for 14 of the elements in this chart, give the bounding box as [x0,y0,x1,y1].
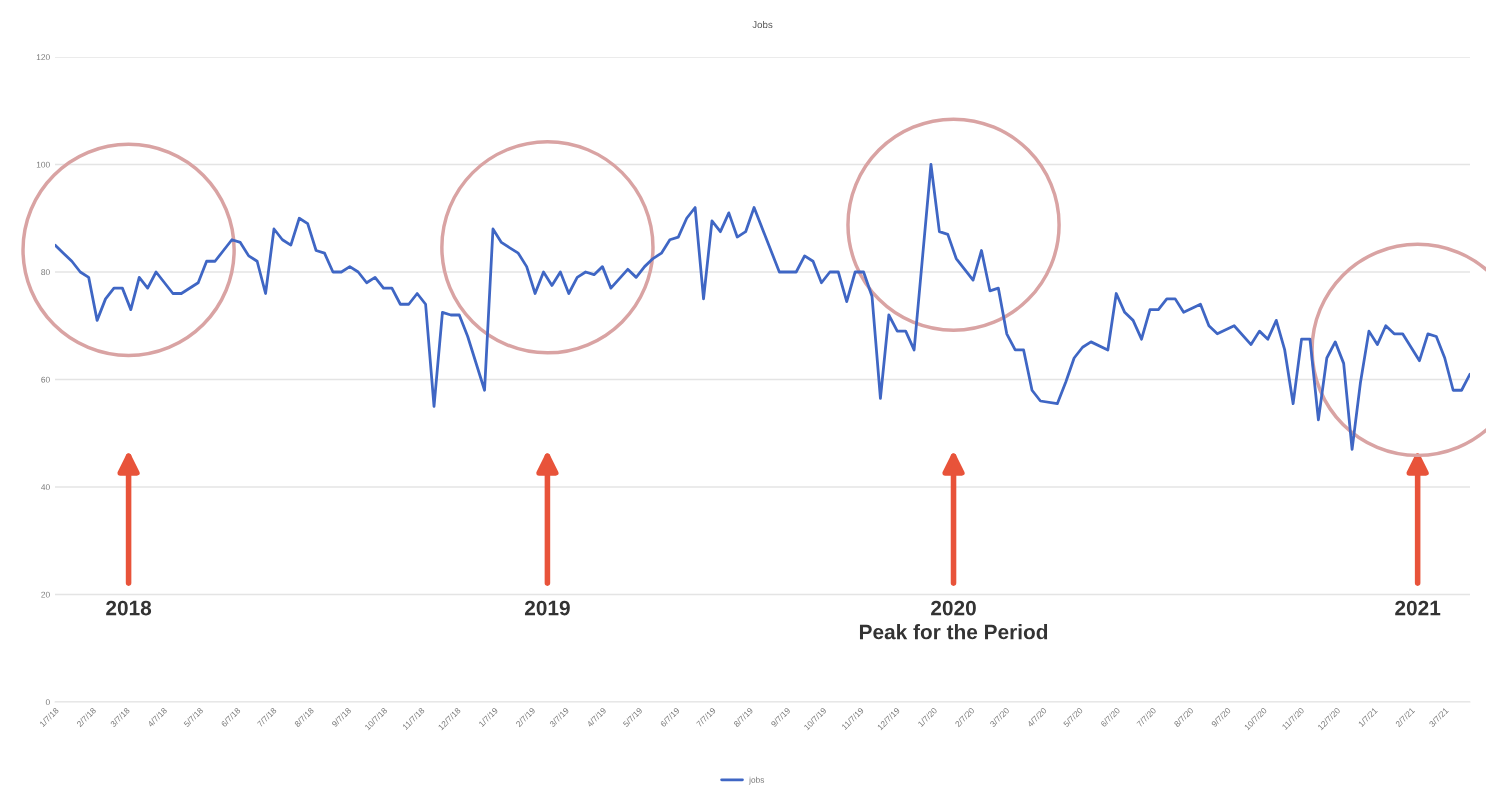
annotation: 2018 [106,600,152,616]
y-tick-label: 80 [41,269,50,276]
chart-title: Jobs [752,20,773,29]
legend-label: jobs [748,776,765,785]
y-tick-label: 0 [45,699,50,706]
annotation: 2019 [524,600,570,616]
annotation: 2020 Peak for the Period [859,600,1048,640]
y-tick-label: 20 [41,591,50,598]
y-tick-label: 120 [36,54,50,61]
annotation: 2021 [1395,600,1441,616]
y-tick-label: 40 [41,484,50,491]
line-series [55,163,1470,451]
y-tick-label: 60 [41,376,50,383]
y-tick-label: 100 [36,161,50,168]
